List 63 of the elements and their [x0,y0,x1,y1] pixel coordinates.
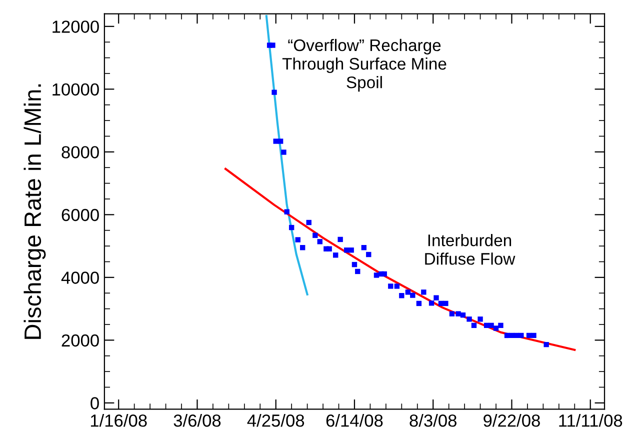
point [288,224,294,230]
point [273,138,278,144]
point [478,316,483,322]
y-tick-label: 6000 [62,208,99,222]
point [493,326,499,331]
y-tick-label: 0 [90,397,99,410]
point [366,252,372,258]
annotation: “Overflow” Recharge Through Surface Mine Spoil [282,38,446,92]
x-tick-label: 6/14/08 [326,414,383,427]
point [509,332,514,338]
point [382,271,387,277]
line-series [224,168,576,351]
point [544,342,549,348]
point [410,292,416,298]
point [416,300,422,306]
point [338,236,343,242]
point [434,295,439,300]
point [399,293,404,298]
point [456,311,461,316]
point [326,246,332,252]
annotation: Interburden Diffuse Flow [425,234,516,265]
point [312,232,318,238]
point [443,300,448,306]
point [333,252,338,258]
point [488,322,494,328]
point [374,272,380,278]
point [278,138,284,144]
point [421,290,426,295]
y-tick-label: 2000 [62,334,99,347]
x-tick-label: 9/22/08 [484,414,540,427]
point [355,268,360,274]
point [306,220,312,226]
point [270,42,276,48]
point [498,322,504,328]
x-tick-label: 4/25/08 [247,414,304,427]
point [352,262,358,268]
point [295,237,300,242]
x-tick-label: 8/3/08 [410,414,456,427]
y-tick-label: 10000 [52,83,99,96]
x-tick-label: 1/16/08 [90,414,147,427]
x-tick-label: 11/11/08 [559,414,622,427]
y-tick-label: 8000 [62,146,99,158]
y-tick-label: 12000 [52,20,99,33]
point [460,312,466,318]
point [471,322,477,328]
point [518,332,524,338]
y-axis-title: Discharge Rate in L/Min. [24,84,46,339]
x-tick-label: 3/6/08 [174,414,221,427]
point [405,290,411,295]
point [449,311,455,316]
point [281,150,286,155]
point [284,209,290,214]
point [300,245,306,250]
point [272,90,277,95]
point [466,316,472,322]
point [428,300,434,306]
point [388,284,394,289]
point [317,239,322,244]
point [394,284,400,289]
point [531,332,536,338]
point [361,245,367,250]
point [348,248,354,253]
y-tick-label: 4000 [61,272,99,284]
